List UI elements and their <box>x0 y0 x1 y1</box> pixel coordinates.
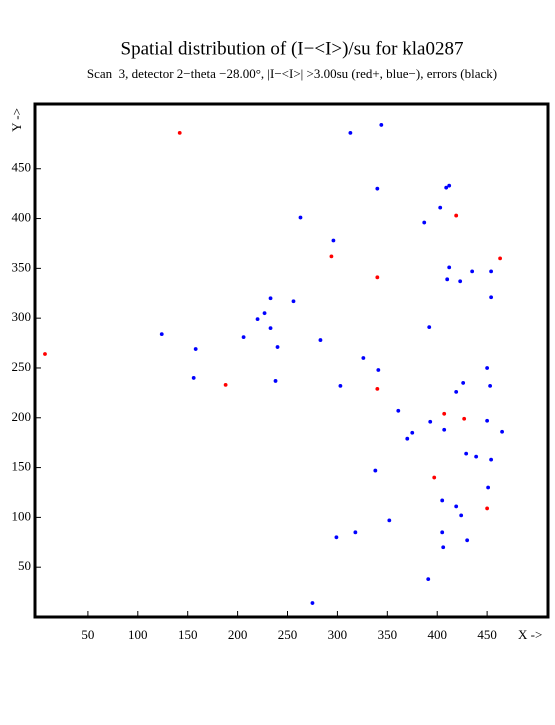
point <box>273 379 278 383</box>
x-tick-label: 350 <box>378 627 398 642</box>
point <box>498 256 502 261</box>
point <box>375 275 380 280</box>
point <box>465 538 470 543</box>
point <box>331 238 336 243</box>
point <box>334 535 339 540</box>
point <box>454 389 459 394</box>
point <box>191 376 196 380</box>
y-tick-label: 350 <box>12 259 32 274</box>
x-tick-label: 250 <box>278 627 298 642</box>
point <box>373 468 378 473</box>
point <box>338 384 343 388</box>
point <box>444 185 449 190</box>
point <box>405 436 410 441</box>
point <box>376 368 381 372</box>
point <box>454 504 459 509</box>
x-tick-label: 200 <box>228 627 248 642</box>
point <box>223 383 228 387</box>
point <box>427 325 432 330</box>
point <box>488 384 493 388</box>
point <box>461 381 466 385</box>
point <box>255 317 260 322</box>
x-axis-label: X -> <box>518 627 542 642</box>
point <box>291 299 296 304</box>
point <box>442 427 447 432</box>
point <box>489 295 494 300</box>
point <box>440 530 445 535</box>
point <box>375 186 380 191</box>
y-tick-label: 400 <box>12 210 32 225</box>
point <box>454 213 459 218</box>
point <box>262 311 267 316</box>
y-tick-label: 250 <box>12 359 32 374</box>
point <box>489 269 494 274</box>
y-tick-label: 100 <box>12 508 32 523</box>
x-tick-label: 150 <box>178 627 198 642</box>
point <box>43 352 47 356</box>
point <box>379 123 384 127</box>
point <box>485 418 490 423</box>
y-tick-label: 50 <box>18 558 31 573</box>
x-tick-label: 400 <box>427 627 447 642</box>
point <box>329 254 334 259</box>
point <box>485 506 490 511</box>
point <box>486 485 491 490</box>
point <box>445 277 450 282</box>
point <box>432 475 437 480</box>
point <box>426 577 431 582</box>
point <box>361 356 366 360</box>
point <box>422 220 427 225</box>
y-axis-label: Y -> <box>9 108 24 132</box>
point <box>396 408 401 413</box>
plot-frame <box>33 102 550 619</box>
y-tick-label: 150 <box>12 459 32 474</box>
point <box>268 296 273 301</box>
point <box>464 451 469 456</box>
point <box>485 366 490 370</box>
point <box>268 326 273 331</box>
point <box>275 345 280 349</box>
point <box>500 429 504 434</box>
point <box>470 269 475 274</box>
chart-title: Spatial distribution of (I−<I>)/su for k… <box>121 38 464 59</box>
x-tick-label: 450 <box>477 627 497 642</box>
point <box>310 601 315 605</box>
point <box>442 411 447 416</box>
point <box>318 338 323 342</box>
point <box>458 279 463 284</box>
point <box>447 265 452 270</box>
point <box>462 416 467 421</box>
point <box>428 419 433 424</box>
point <box>159 332 164 337</box>
point <box>441 545 446 550</box>
chart-subtitle: Scan 3, detector 2−theta −28.00°, |I−<I>… <box>87 66 497 81</box>
point <box>353 530 358 535</box>
x-tick-label: 100 <box>128 627 148 642</box>
point <box>177 130 182 135</box>
point <box>298 215 303 220</box>
point <box>474 454 479 459</box>
point <box>489 457 494 462</box>
point <box>387 518 392 523</box>
y-tick-label: 300 <box>12 309 32 324</box>
point <box>348 130 353 135</box>
point <box>447 183 452 188</box>
x-tick-label: 300 <box>328 627 348 642</box>
point <box>193 347 198 351</box>
point <box>375 386 380 391</box>
point <box>440 498 445 503</box>
point <box>241 335 246 339</box>
y-tick-label: 200 <box>12 409 32 424</box>
point <box>410 430 415 435</box>
point <box>438 205 443 210</box>
point <box>459 513 464 518</box>
y-tick-label: 450 <box>12 160 32 175</box>
x-tick-label: 50 <box>81 627 94 642</box>
